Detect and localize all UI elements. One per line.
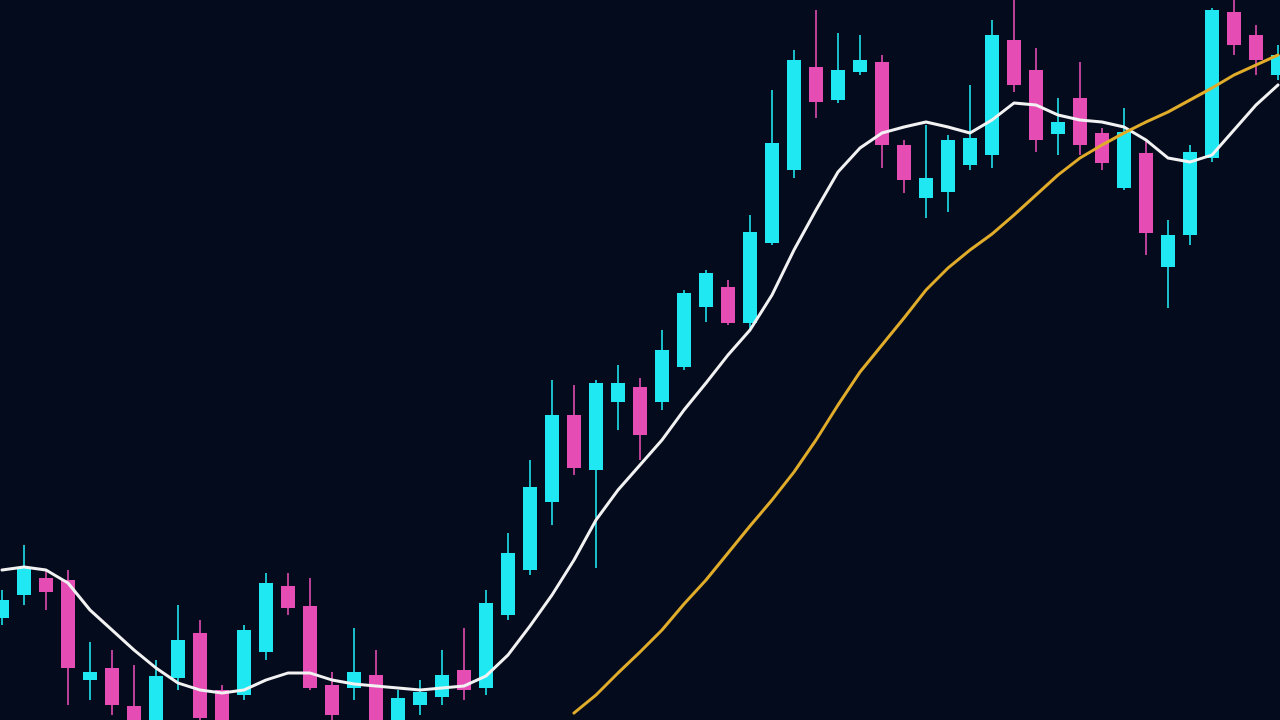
candle-body [1007, 40, 1021, 85]
candle-body [237, 630, 251, 695]
candle-body [589, 383, 603, 470]
candle-body [919, 178, 933, 198]
candle-body [831, 70, 845, 100]
candle-body [1227, 12, 1241, 45]
candle-body [1183, 152, 1197, 235]
candle-body [1249, 35, 1263, 60]
candle-body [567, 415, 581, 468]
candle-body [1205, 10, 1219, 158]
candle-body [985, 35, 999, 155]
candle-body [721, 287, 735, 323]
candle-body [1051, 122, 1065, 134]
candle-body [435, 675, 449, 697]
candle-body [127, 706, 141, 720]
candle-body [523, 487, 537, 570]
candle-body [259, 583, 273, 652]
candle-body [149, 676, 163, 720]
candle-body [61, 580, 75, 668]
candle-body [853, 60, 867, 72]
candle-body [215, 690, 229, 720]
candle-body [655, 350, 669, 402]
candle-body [611, 383, 625, 402]
candle-body [325, 685, 339, 715]
candle-body [0, 600, 9, 618]
moving-average-line [572, 53, 1280, 715]
candle-body [963, 138, 977, 165]
candle-body [633, 387, 647, 435]
candle-body [479, 603, 493, 688]
candle-body [765, 143, 779, 243]
candle-body [1139, 153, 1153, 233]
candle-body [677, 293, 691, 367]
candle-body [303, 606, 317, 688]
candle-body [39, 578, 53, 592]
candle-body [1161, 235, 1175, 267]
candle-body [413, 692, 427, 705]
candle-body [875, 62, 889, 145]
candle-body [809, 67, 823, 102]
candle-body [281, 586, 295, 608]
candle-body [193, 633, 207, 718]
candle-body [545, 415, 559, 502]
candle-body [699, 273, 713, 307]
candle-body [105, 668, 119, 705]
candle-body [83, 672, 97, 680]
candle-body [743, 232, 757, 323]
candle-body [171, 640, 185, 678]
candle-body [787, 60, 801, 170]
candle-body [501, 553, 515, 615]
candle-body [941, 140, 955, 192]
candle-body [1117, 132, 1131, 188]
moving-average-line [0, 83, 1280, 695]
candle-body [897, 145, 911, 180]
candle-body [369, 675, 383, 720]
candle-body [1095, 133, 1109, 163]
candle-body [17, 568, 31, 595]
candle-body [1271, 55, 1280, 75]
candle-body [391, 698, 405, 720]
